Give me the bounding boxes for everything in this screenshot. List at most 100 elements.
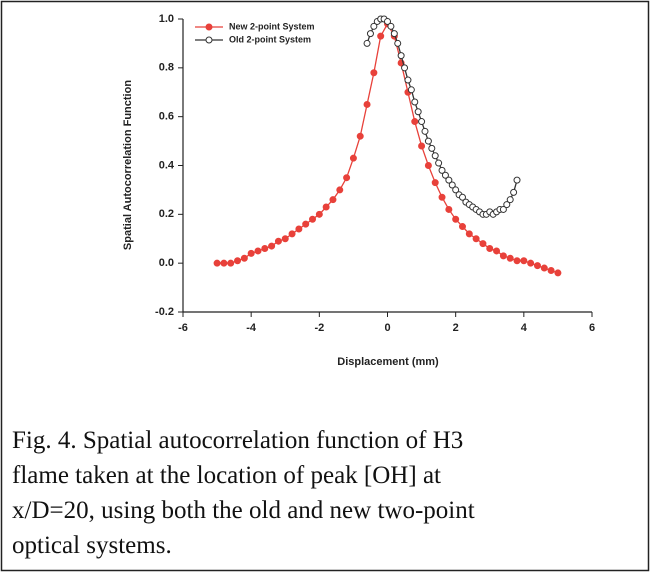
legend-marker — [205, 36, 213, 44]
point — [513, 257, 521, 265]
point — [520, 257, 528, 265]
y-tick-label: 0.2 — [159, 208, 174, 220]
point — [247, 249, 255, 257]
point — [370, 22, 378, 30]
point — [547, 266, 555, 274]
point — [418, 142, 426, 150]
point — [370, 69, 378, 77]
point — [404, 76, 412, 84]
point — [394, 39, 402, 47]
point — [254, 247, 262, 255]
point — [411, 98, 419, 106]
point — [336, 186, 344, 194]
point — [220, 259, 228, 267]
legend-marker — [205, 23, 213, 31]
x-tick-label: 4 — [521, 322, 528, 334]
point — [452, 186, 460, 194]
point — [268, 242, 276, 250]
point — [240, 254, 248, 262]
point — [458, 193, 466, 201]
y-axis-label: Spatial Autocorrelation Function — [122, 80, 134, 250]
point — [329, 196, 337, 204]
point — [479, 240, 487, 248]
caption-line: flame taken at the location of peak [OH]… — [12, 462, 441, 489]
point — [407, 86, 415, 94]
point — [213, 259, 221, 267]
point — [510, 188, 518, 196]
point — [343, 174, 351, 182]
point — [315, 210, 323, 218]
point — [414, 108, 422, 116]
point — [506, 254, 514, 262]
point — [421, 127, 429, 135]
point — [274, 237, 282, 245]
point — [356, 132, 364, 140]
point — [486, 245, 494, 253]
x-axis-label: Displacement (mm) — [337, 356, 439, 368]
point — [465, 230, 473, 238]
legend-label: Old 2-point System — [229, 34, 311, 44]
point — [281, 235, 289, 243]
legend-label: New 2-point System — [229, 21, 315, 31]
point — [295, 225, 303, 233]
y-tick-label: 0.6 — [159, 111, 174, 123]
point — [366, 30, 374, 38]
point — [309, 215, 317, 223]
caption-line: optical systems. — [12, 532, 172, 559]
point — [397, 52, 405, 60]
caption-line: Fig. 4. Spatial autocorrelation function… — [12, 427, 463, 454]
x-tick-label: -2 — [314, 322, 324, 334]
point — [438, 166, 446, 174]
point — [527, 259, 535, 267]
point — [387, 22, 395, 30]
y-tick-label: 0.8 — [159, 62, 174, 74]
point — [554, 269, 562, 277]
point — [452, 215, 460, 223]
point — [424, 162, 432, 169]
point — [435, 159, 443, 167]
caption-line: x/D=20, using both the old and new two-p… — [12, 497, 475, 524]
point — [431, 179, 439, 187]
point — [363, 100, 371, 108]
y-tick-label: 0.0 — [159, 257, 174, 269]
point — [424, 137, 432, 145]
point — [227, 259, 235, 267]
point — [503, 201, 511, 209]
series-line — [366, 18, 518, 216]
x-tick-label: 2 — [453, 322, 459, 334]
y-tick-label: -0.2 — [155, 306, 174, 318]
point — [458, 223, 466, 231]
x-tick-label: -6 — [178, 322, 188, 334]
point — [302, 220, 310, 228]
x-tick-label: 6 — [589, 322, 595, 334]
point — [384, 17, 391, 25]
point — [431, 152, 439, 160]
point — [261, 245, 269, 253]
x-tick-label: 0 — [384, 322, 390, 334]
point — [390, 30, 398, 38]
point — [506, 196, 514, 204]
point — [349, 154, 357, 162]
point — [428, 144, 436, 152]
point — [445, 176, 453, 184]
point — [472, 235, 480, 243]
point — [540, 264, 548, 272]
series-line — [217, 22, 559, 274]
point — [448, 181, 456, 189]
point — [499, 252, 507, 260]
point — [441, 171, 449, 179]
x-tick-label: -4 — [246, 322, 257, 334]
point — [499, 205, 507, 213]
y-tick-label: 0.4 — [159, 159, 175, 171]
y-tick-label: 1.0 — [159, 13, 174, 25]
point — [418, 118, 426, 126]
point — [401, 64, 409, 72]
point — [533, 262, 541, 270]
point — [377, 32, 385, 40]
point — [322, 203, 330, 211]
point — [445, 205, 453, 213]
point — [288, 230, 296, 238]
point — [234, 257, 242, 265]
point — [438, 193, 446, 201]
